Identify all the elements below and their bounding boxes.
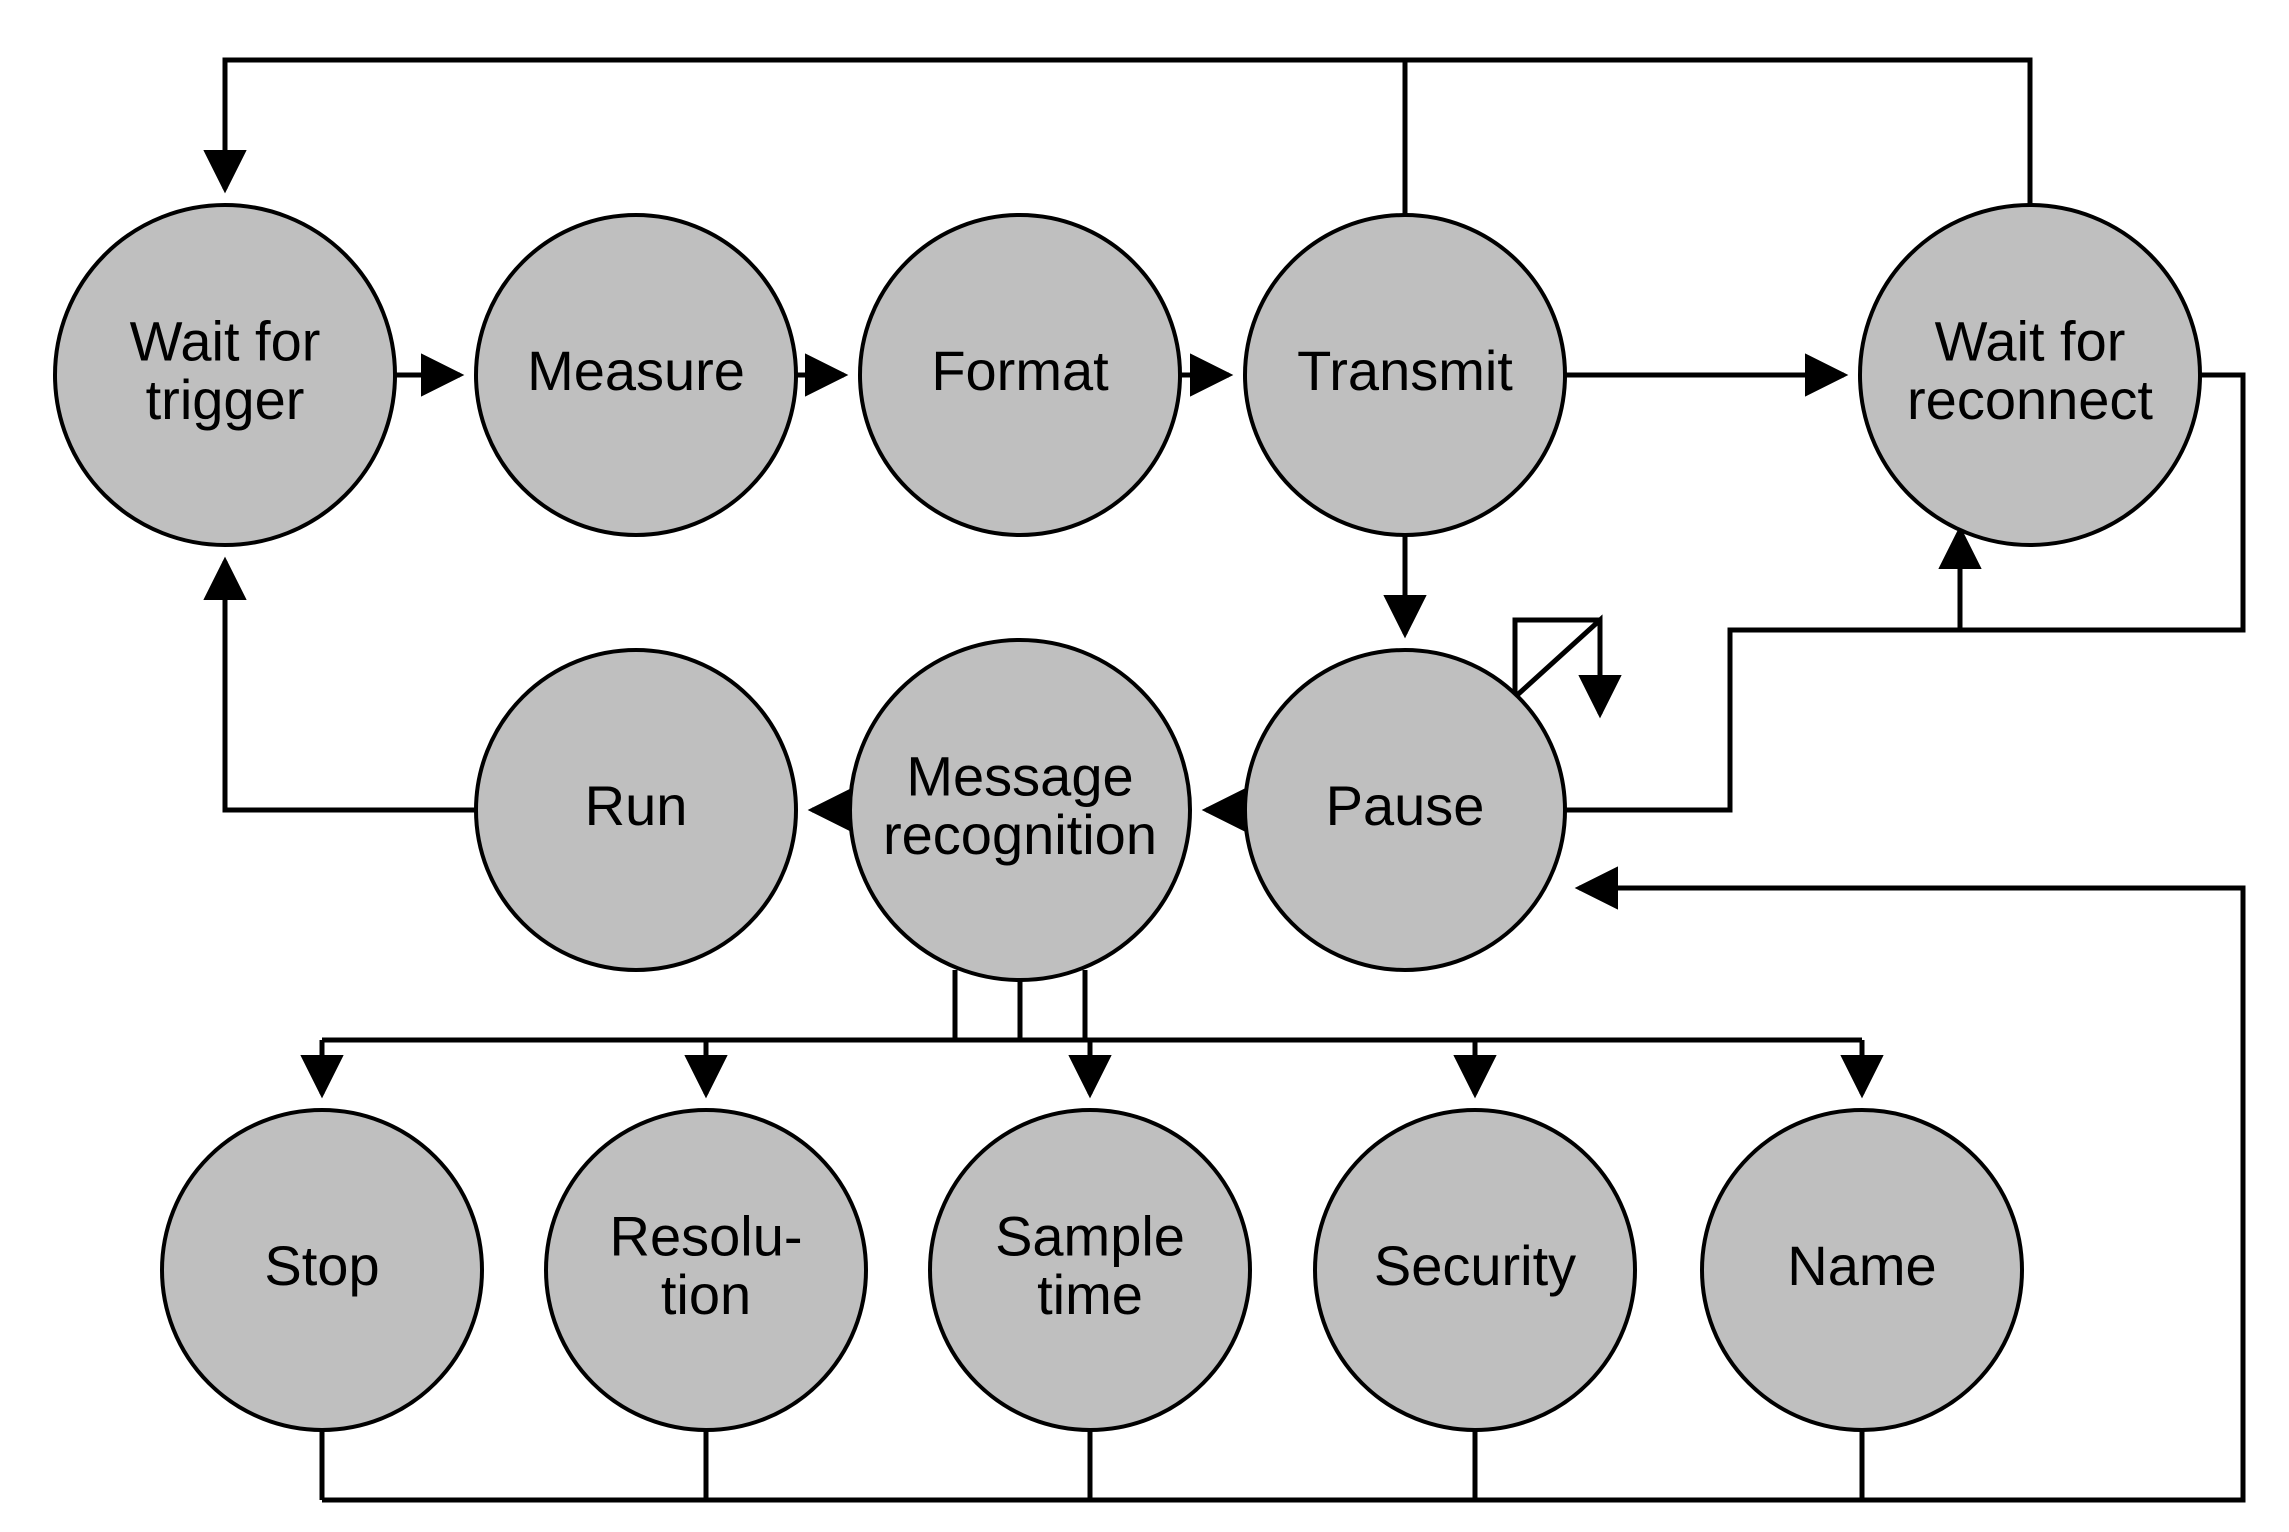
- state-node-name: Name: [1702, 1110, 2022, 1430]
- state-node-label: Pause: [1326, 774, 1485, 837]
- state-node-stop: Stop: [162, 1110, 482, 1430]
- state-node-label: reconnect: [1907, 368, 2153, 431]
- state-node-label: Name: [1787, 1234, 1936, 1297]
- state-diagram: Wait fortriggerMeasureFormatTransmitWait…: [0, 0, 2289, 1532]
- state-node-label: Sample: [995, 1204, 1185, 1267]
- state-node-transmit: Transmit: [1245, 215, 1565, 535]
- state-node-format: Format: [860, 215, 1180, 535]
- state-node-label: Measure: [527, 339, 745, 402]
- state-node-label: trigger: [146, 368, 305, 431]
- state-node-wait-reconnect: Wait forreconnect: [1860, 205, 2200, 545]
- state-node-label: Run: [585, 774, 688, 837]
- state-node-label: Wait for: [130, 309, 321, 372]
- state-node-label: tion: [661, 1263, 751, 1326]
- state-node-pause: Pause: [1245, 650, 1565, 970]
- state-node-sample-time: Sampletime: [930, 1110, 1250, 1430]
- state-node-wait-trigger: Wait fortrigger: [55, 205, 395, 545]
- state-node-run: Run: [476, 650, 796, 970]
- state-node-label: Wait for: [1935, 309, 2126, 372]
- state-node-label: Security: [1374, 1234, 1576, 1297]
- state-node-label: Stop: [264, 1234, 379, 1297]
- state-node-label: time: [1037, 1263, 1143, 1326]
- state-node-label: Message: [906, 744, 1133, 807]
- state-node-label: Format: [931, 339, 1109, 402]
- state-node-resolution: Resolu-tion: [546, 1110, 866, 1430]
- state-node-measure: Measure: [476, 215, 796, 535]
- state-node-security: Security: [1315, 1110, 1635, 1430]
- state-node-label: recognition: [883, 803, 1157, 866]
- state-node-label: Transmit: [1297, 339, 1513, 402]
- state-node-label: Resolu-: [610, 1204, 803, 1267]
- state-node-msg-recog: Messagerecognition: [850, 640, 1190, 980]
